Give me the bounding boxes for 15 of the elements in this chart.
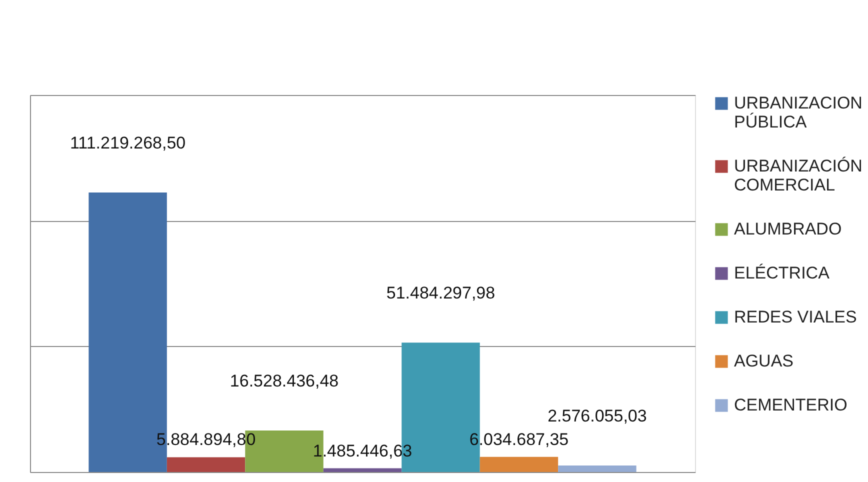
- data-label: 111.219.268,50: [70, 133, 186, 152]
- legend-label: AGUAS: [734, 352, 794, 370]
- legend-label: CEMENTERIO: [734, 396, 848, 414]
- legend-label: URBANIZACIÓN COMERCIAL: [734, 156, 862, 194]
- data-label: 16.528.436,48: [230, 371, 339, 390]
- data-label: 2.576.055,03: [548, 406, 647, 426]
- legend-label: ELÉCTRICA: [734, 264, 830, 282]
- legend-label: REDES VIALES: [734, 308, 857, 326]
- legend-label: ALUMBRADO: [734, 220, 842, 238]
- legend-label: URBANIZACION PÚBLICA: [734, 94, 862, 132]
- data-label: 51.484.297,98: [386, 284, 496, 303]
- bar: [323, 468, 402, 472]
- bar: [558, 466, 636, 472]
- bar: [166, 457, 246, 472]
- bar: [480, 456, 558, 472]
